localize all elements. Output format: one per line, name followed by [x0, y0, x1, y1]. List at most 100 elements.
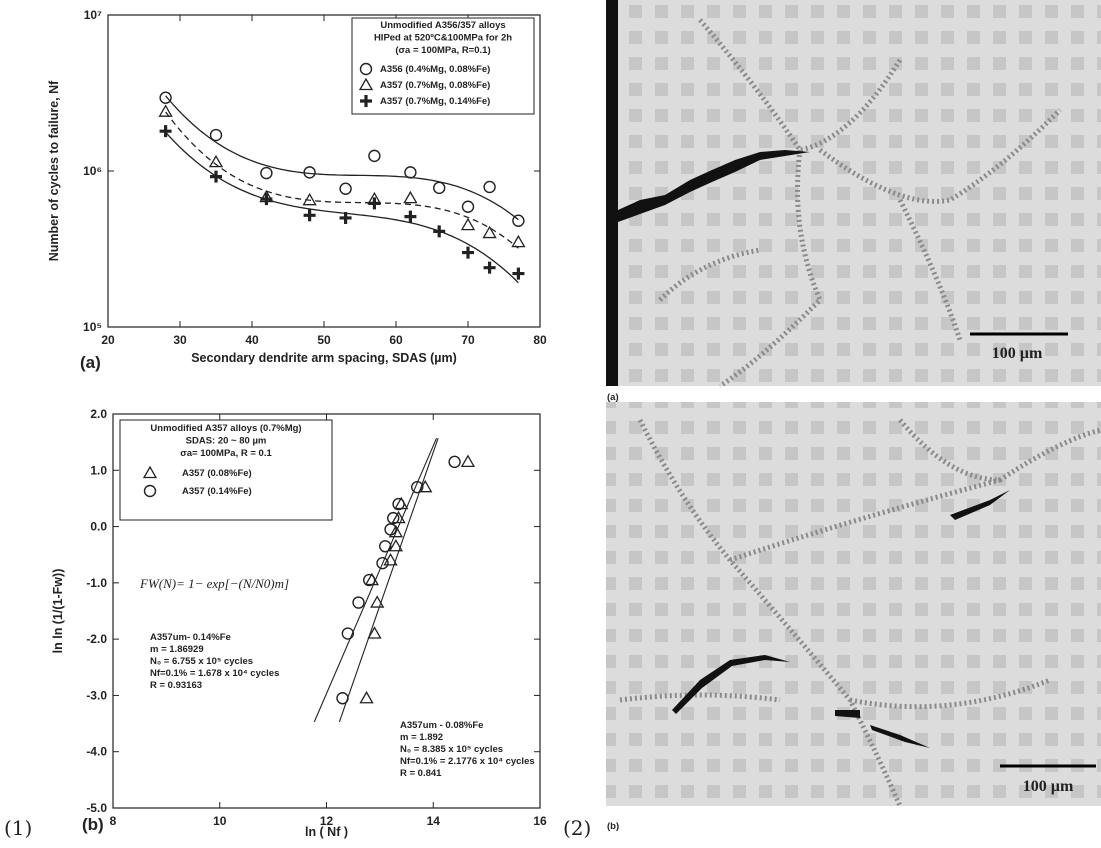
marker-plus [462, 246, 474, 259]
annotation: Nf=0.1% = 1.678 x 10⁴ cycles [150, 668, 279, 679]
marker-circle [159, 91, 172, 104]
x-tick-label: 70 [461, 333, 475, 347]
y-tick-label: -2.0 [86, 632, 107, 646]
marker-circle [379, 540, 392, 553]
annotation: m = 1.892 [400, 732, 443, 743]
legend-title: HIPed at 520ºC&100MPa for 2h [374, 33, 512, 44]
marker-circle [448, 455, 461, 469]
figure-label: (2) [563, 816, 591, 840]
marker-plus [159, 125, 172, 138]
scale-label: 100 µm [992, 345, 1043, 362]
marker-circle [483, 180, 496, 194]
edge [606, 0, 618, 386]
marker-circle [363, 573, 376, 587]
marker-circle [368, 149, 381, 163]
marker-triangle [482, 225, 497, 239]
marker-circle [209, 128, 223, 142]
y-tick-label: 1.0 [90, 463, 107, 477]
y-axis-title: Number of cycles to failure, Nf [47, 80, 61, 261]
x-tick-label: 16 [533, 814, 547, 828]
x-tick-label: 20 [101, 333, 115, 347]
panel-label: (a) [80, 353, 101, 372]
x-tick-label: 80 [533, 333, 547, 347]
annotation: R = 0.841 [400, 768, 442, 779]
marker-circle [433, 181, 446, 195]
fit-curve [165, 111, 519, 249]
marker-plus [368, 197, 381, 210]
fit-line [338, 438, 439, 723]
y-tick-label: 2.0 [90, 407, 107, 421]
y-tick-label: -3.0 [86, 688, 107, 702]
annotation: m = 1.86929 [150, 644, 204, 655]
marker-circle [392, 497, 405, 511]
marker-circle [339, 182, 352, 195]
marker-triangle [511, 234, 526, 248]
annotation: N₀ = 8.385 x 10⁵ cycles [400, 744, 503, 755]
marker-circle [341, 627, 355, 640]
legend-marker [359, 62, 373, 76]
x-tick-label: 30 [173, 333, 187, 347]
x-tick-label: 60 [389, 333, 403, 347]
legend-title: σa= 100MPa, R = 0.1 [180, 448, 272, 459]
marker-triangle [388, 538, 404, 552]
panel-label: (b) [82, 815, 104, 834]
marker-triangle [208, 154, 224, 168]
x-tick-label: 40 [245, 333, 259, 347]
legend-title: Unmodified A357 alloys (0.7%Mg) [150, 423, 301, 434]
annotation: A357um- 0.14%Fe [150, 632, 231, 643]
grain-boundary [619, 418, 1101, 807]
marker-circle [260, 166, 273, 180]
legend-label: A357 (0.7%Mg, 0.14%Fe) [380, 96, 490, 107]
legend-label: A357 (0.7%Mg, 0.08%Fe) [380, 80, 490, 91]
marker-plus [303, 209, 316, 222]
x-axis-title: Secondary dendrite arm spacing, SDAS (µm… [191, 351, 457, 365]
micrograph-bg [606, 402, 1101, 806]
marker-circle [387, 511, 400, 525]
marker-triangle [460, 454, 476, 467]
micrograph-a: 100 µm [606, 0, 1101, 389]
micrograph-label: (a) [607, 392, 619, 403]
y-axis-title: ln ln (1/(1-Fw)) [51, 569, 65, 654]
crack [618, 150, 810, 222]
marker-plus [483, 261, 496, 274]
legend-label: A357 (0.08%Fe) [182, 468, 252, 479]
marker-plus [260, 193, 273, 206]
marker-triangle [359, 690, 374, 704]
annotation: A357um - 0.08%Fe [400, 720, 483, 731]
marker-circle [404, 166, 417, 179]
y-tick-label: 10⁵ [83, 320, 102, 334]
x-tick-label: 50 [317, 333, 331, 347]
legend-marker [358, 77, 374, 91]
x-axis-title: ln ( Nf ) [305, 825, 348, 839]
marker-circle [376, 556, 389, 570]
y-tick-label: -4.0 [86, 745, 107, 759]
marker-circle [384, 523, 397, 536]
micrograph-bg [606, 0, 1101, 386]
fit-curve [165, 95, 519, 221]
marker-circle [303, 166, 316, 179]
marker-plus [433, 225, 446, 238]
legend-marker [143, 484, 157, 498]
legend-label: A356 (0.4%Mg, 0.08%Fe) [380, 64, 490, 75]
marker-circle [336, 692, 349, 705]
micrograph-label: (b) [607, 821, 619, 832]
x-tick-label: 8 [110, 814, 117, 828]
marker-triangle [391, 510, 406, 524]
legend-marker [142, 465, 158, 479]
marker-plus [404, 210, 417, 223]
marker-circle [461, 200, 475, 213]
marker-circle [352, 596, 365, 609]
y-tick-label: -5.0 [86, 801, 107, 815]
y-tick-label: 10⁷ [84, 8, 102, 22]
annotation: R = 0.93163 [150, 680, 202, 691]
x-tick-label: 14 [427, 814, 441, 828]
legend-title: (σa = 100MPa, R=0.1) [395, 45, 490, 56]
marker-plus [512, 267, 525, 280]
legend-box [351, 17, 535, 115]
legend-box [119, 419, 333, 521]
y-tick-label: 10⁶ [83, 164, 102, 178]
legend-label: A357 (0.14%Fe) [182, 486, 252, 497]
marker-triangle [460, 217, 476, 231]
